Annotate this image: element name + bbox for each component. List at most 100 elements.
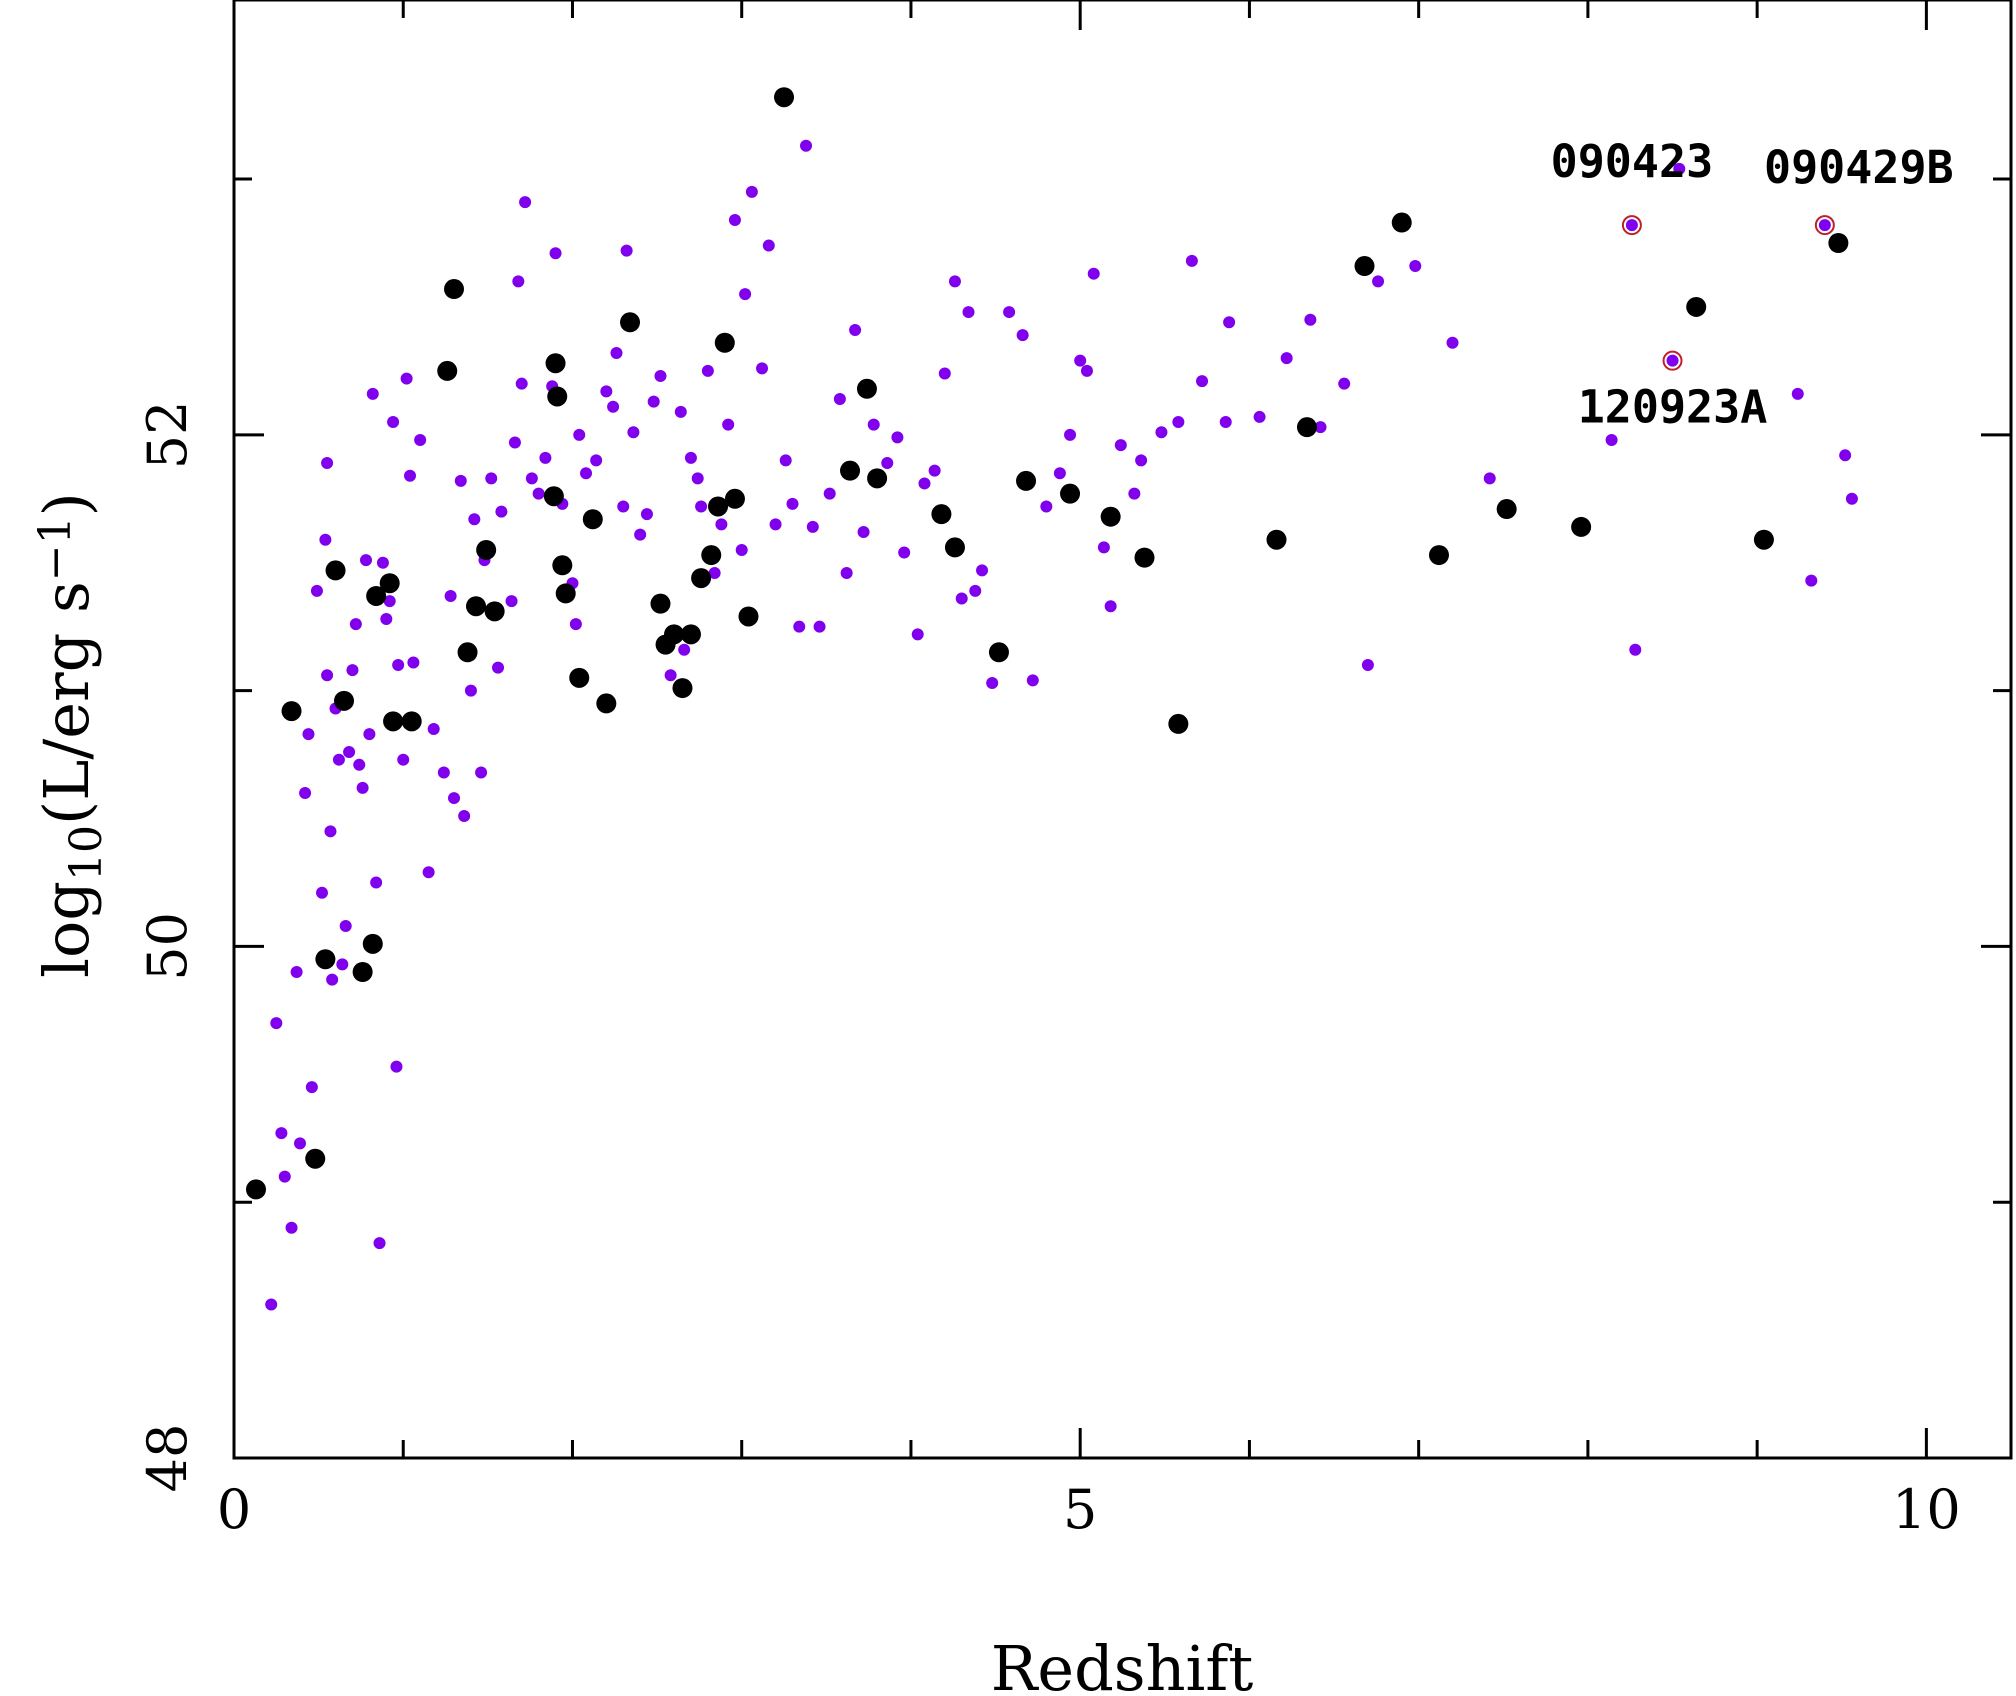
y-axis-title-prefix: log [30,881,103,978]
data-point-purple [834,393,846,405]
data-point-purple [685,452,697,464]
data-point-purple [969,585,981,597]
data-point-purple [1629,644,1641,656]
data-point-purple [1839,449,1851,461]
minor-ticks [234,0,2011,1458]
data-point-purple [648,396,660,408]
data-point-purple [770,518,782,530]
data-point-black [282,701,302,721]
data-point-purple [739,288,751,300]
data-point-purple [1338,378,1350,390]
data-point-highlighted [1667,355,1679,367]
data-point-black [701,545,721,565]
data-point-black [402,711,422,731]
data-point-purple [912,628,924,640]
data-point-purple [533,488,545,500]
data-point-purple [360,554,372,566]
data-point-purple [881,457,893,469]
data-point-purple [1105,600,1117,612]
y-axis-title-sup: −1 [30,516,81,581]
data-point-black [1686,297,1706,317]
data-point-purple [291,966,303,978]
data-point-purple [1304,314,1316,326]
data-point-purple [1220,416,1232,428]
black-points [246,87,1848,1199]
data-point-purple [858,526,870,538]
data-point-purple [756,362,768,374]
data-point-purple [324,825,336,837]
data-point-black [1429,545,1449,565]
data-point-black [620,312,640,332]
data-point-black [546,353,566,373]
data-point-purple [1409,260,1421,272]
data-point-purple [814,621,826,633]
data-point-purple [1064,429,1076,441]
data-point-purple [506,595,518,607]
data-point-purple [1115,439,1127,451]
data-point-purple [270,1017,282,1029]
data-point-black [547,386,567,406]
data-point-purple [607,401,619,413]
data-point-purple [350,618,362,630]
y-axis-title-body: (L/erg s [30,581,103,825]
data-point-black [1355,256,1375,276]
data-point-black [691,568,711,588]
data-point-black [1828,233,1848,253]
data-point-black [1135,548,1155,568]
data-point-purple [570,618,582,630]
data-point-black [945,537,965,557]
data-point-purple [346,664,358,676]
data-point-purple [374,1237,386,1249]
point-annotation: 090423 [1551,135,1714,188]
data-point-purple [949,275,961,287]
data-point-purple [573,429,585,441]
data-point-purple [455,475,467,487]
data-point-black [353,962,373,982]
data-point-purple [333,754,345,766]
data-point-black [383,711,403,731]
data-point-purple [1027,674,1039,686]
data-point-purple [428,723,440,735]
data-point-purple [306,1081,318,1093]
data-point-purple [939,367,951,379]
data-point-black [544,486,564,506]
data-point-purple [621,245,633,257]
data-point-purple [492,662,504,674]
data-point-black [363,934,383,954]
data-point-purple [475,766,487,778]
data-point-black [1754,530,1774,550]
data-point-purple [438,766,450,778]
y-tick-label: 50 [136,912,199,981]
data-point-purple [458,810,470,822]
data-point-purple [321,669,333,681]
data-point-purple [299,787,311,799]
data-point-black [1016,471,1036,491]
data-point-purple [423,866,435,878]
data-point-purple [868,419,880,431]
data-point-purple [1254,411,1266,423]
data-point-purple [539,452,551,464]
data-point-purple [1017,329,1029,341]
data-point-purple [976,564,988,576]
data-point-purple [1186,255,1198,267]
data-point-black [867,468,887,488]
data-point-black [989,642,1009,662]
data-point-black [931,504,951,524]
data-point-purple [1074,355,1086,367]
data-point-black [476,540,496,560]
data-point-purple [1606,434,1618,446]
data-point-black [857,379,877,399]
data-point-purple [526,472,538,484]
data-point-purple [495,506,507,518]
data-point-purple [353,759,365,771]
data-point-purple [918,477,930,489]
data-point-purple [1196,375,1208,387]
y-axis-title-close: ) [30,492,103,516]
data-point-purple [746,186,758,198]
y-tick-label: 48 [136,1424,199,1493]
data-point-purple [390,1061,402,1073]
data-point-black [1060,484,1080,504]
data-point-black [315,949,335,969]
y-tick-label: 52 [136,400,199,469]
